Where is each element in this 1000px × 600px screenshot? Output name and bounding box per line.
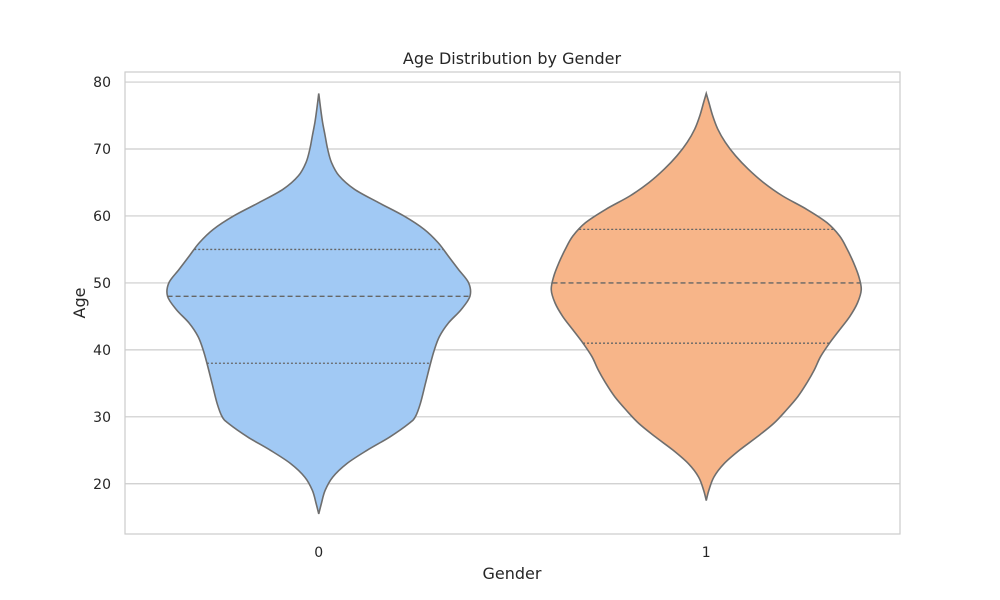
x-axis-label: Gender <box>483 564 542 583</box>
x-tick-label: 0 <box>314 545 323 561</box>
tick-labels: 20 30 40 50 60 70 80 0 1 <box>93 75 711 561</box>
violins <box>166 90 863 515</box>
y-tick-label: 30 <box>93 410 111 426</box>
y-tick-label: 80 <box>93 75 111 91</box>
y-tick-label: 70 <box>93 142 111 158</box>
y-tick-label: 50 <box>93 276 111 292</box>
y-tick-label: 60 <box>93 209 111 225</box>
violin-gender-1 <box>550 90 863 501</box>
y-tick-label: 40 <box>93 343 111 359</box>
chart-title: Age Distribution by Gender <box>403 49 622 68</box>
y-tick-label: 20 <box>93 477 111 493</box>
violin-gender-0 <box>166 93 472 515</box>
plot-frame <box>124 71 901 535</box>
y-axis-label: Age <box>70 288 89 319</box>
x-tick-label: 1 <box>702 545 711 561</box>
